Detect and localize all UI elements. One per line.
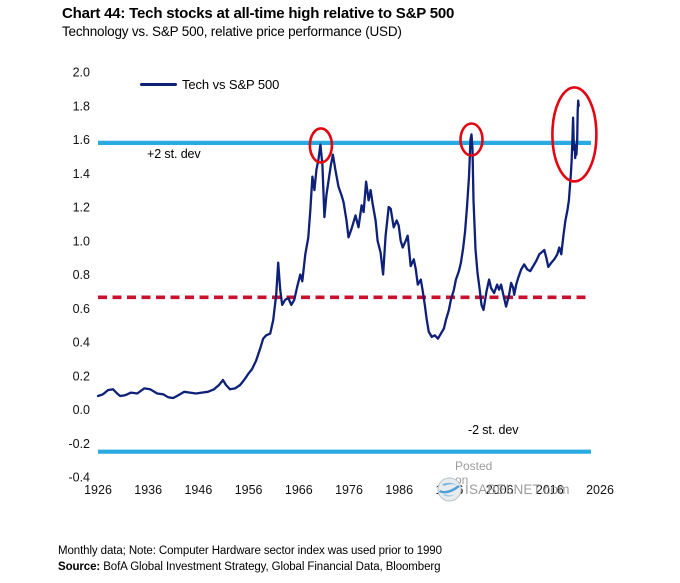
- x-axis-tick-label: 1986: [385, 483, 413, 497]
- y-axis-tick-label: 0.0: [73, 403, 90, 417]
- x-axis-tick-label: 2026: [586, 483, 614, 497]
- y-axis-tick-label: 1.6: [73, 133, 90, 147]
- series-line-tech-vs-sp500: [96, 99, 580, 400]
- y-axis-tick-label: 0.8: [73, 268, 90, 282]
- x-axis-tick-label: 2016: [536, 483, 564, 497]
- plus2-stdev-label: +2 st. dev: [147, 147, 201, 161]
- footer-source-text: BofA Global Investment Strategy, Global …: [100, 560, 441, 573]
- y-axis-tick-label: 0.4: [73, 336, 90, 350]
- x-axis-tick-label: 1946: [184, 483, 212, 497]
- footer-note: Monthly data; Note: Computer Hardware se…: [58, 545, 442, 557]
- x-axis-tick-label: 1956: [235, 483, 263, 497]
- minus2-stdev-label: -2 st. dev: [468, 423, 519, 437]
- legend-label: Tech vs S&P 500: [182, 77, 280, 92]
- y-axis-tick-label: 1.4: [73, 167, 90, 181]
- y-axis-tick-label: 1.8: [73, 99, 90, 113]
- watermark-site: ISABELNET.com: [465, 482, 570, 497]
- y-axis-tick-label: 0.6: [73, 302, 90, 316]
- x-axis-tick-label: 1936: [134, 483, 162, 497]
- x-axis-tick-label: 2006: [486, 483, 514, 497]
- footer-source-label: Source:: [58, 560, 101, 573]
- chart-subtitle: Technology vs. S&P 500, relative price p…: [62, 24, 402, 39]
- legend: Tech vs S&P 500: [140, 77, 279, 92]
- x-axis-tick-label: 1976: [335, 483, 363, 497]
- legend-line-swatch: [140, 82, 177, 87]
- y-axis-tick-label: -0.4: [68, 471, 90, 485]
- y-axis-tick-label: 0.2: [73, 369, 90, 383]
- highlight-ellipse-2: [459, 122, 484, 157]
- footer: Monthly data; Note: Computer Hardware se…: [58, 544, 442, 575]
- highlight-ellipse-1: [308, 127, 334, 164]
- x-axis-tick-label: 1926: [84, 483, 112, 497]
- isabelnet-logo-icon: [437, 477, 462, 502]
- y-axis-tick-label: 1.2: [73, 201, 90, 215]
- footer-source: Source: BofA Global Investment Strategy,…: [58, 560, 442, 576]
- y-axis-tick-label: 2.0: [73, 66, 90, 80]
- x-axis-tick-label: 1966: [285, 483, 313, 497]
- chart-title: Chart 44: Tech stocks at all-time high r…: [62, 5, 455, 22]
- y-axis-tick-label: -0.2: [68, 437, 90, 451]
- y-axis-tick-label: 1.0: [73, 234, 90, 248]
- highlight-ellipse-3: [551, 86, 598, 183]
